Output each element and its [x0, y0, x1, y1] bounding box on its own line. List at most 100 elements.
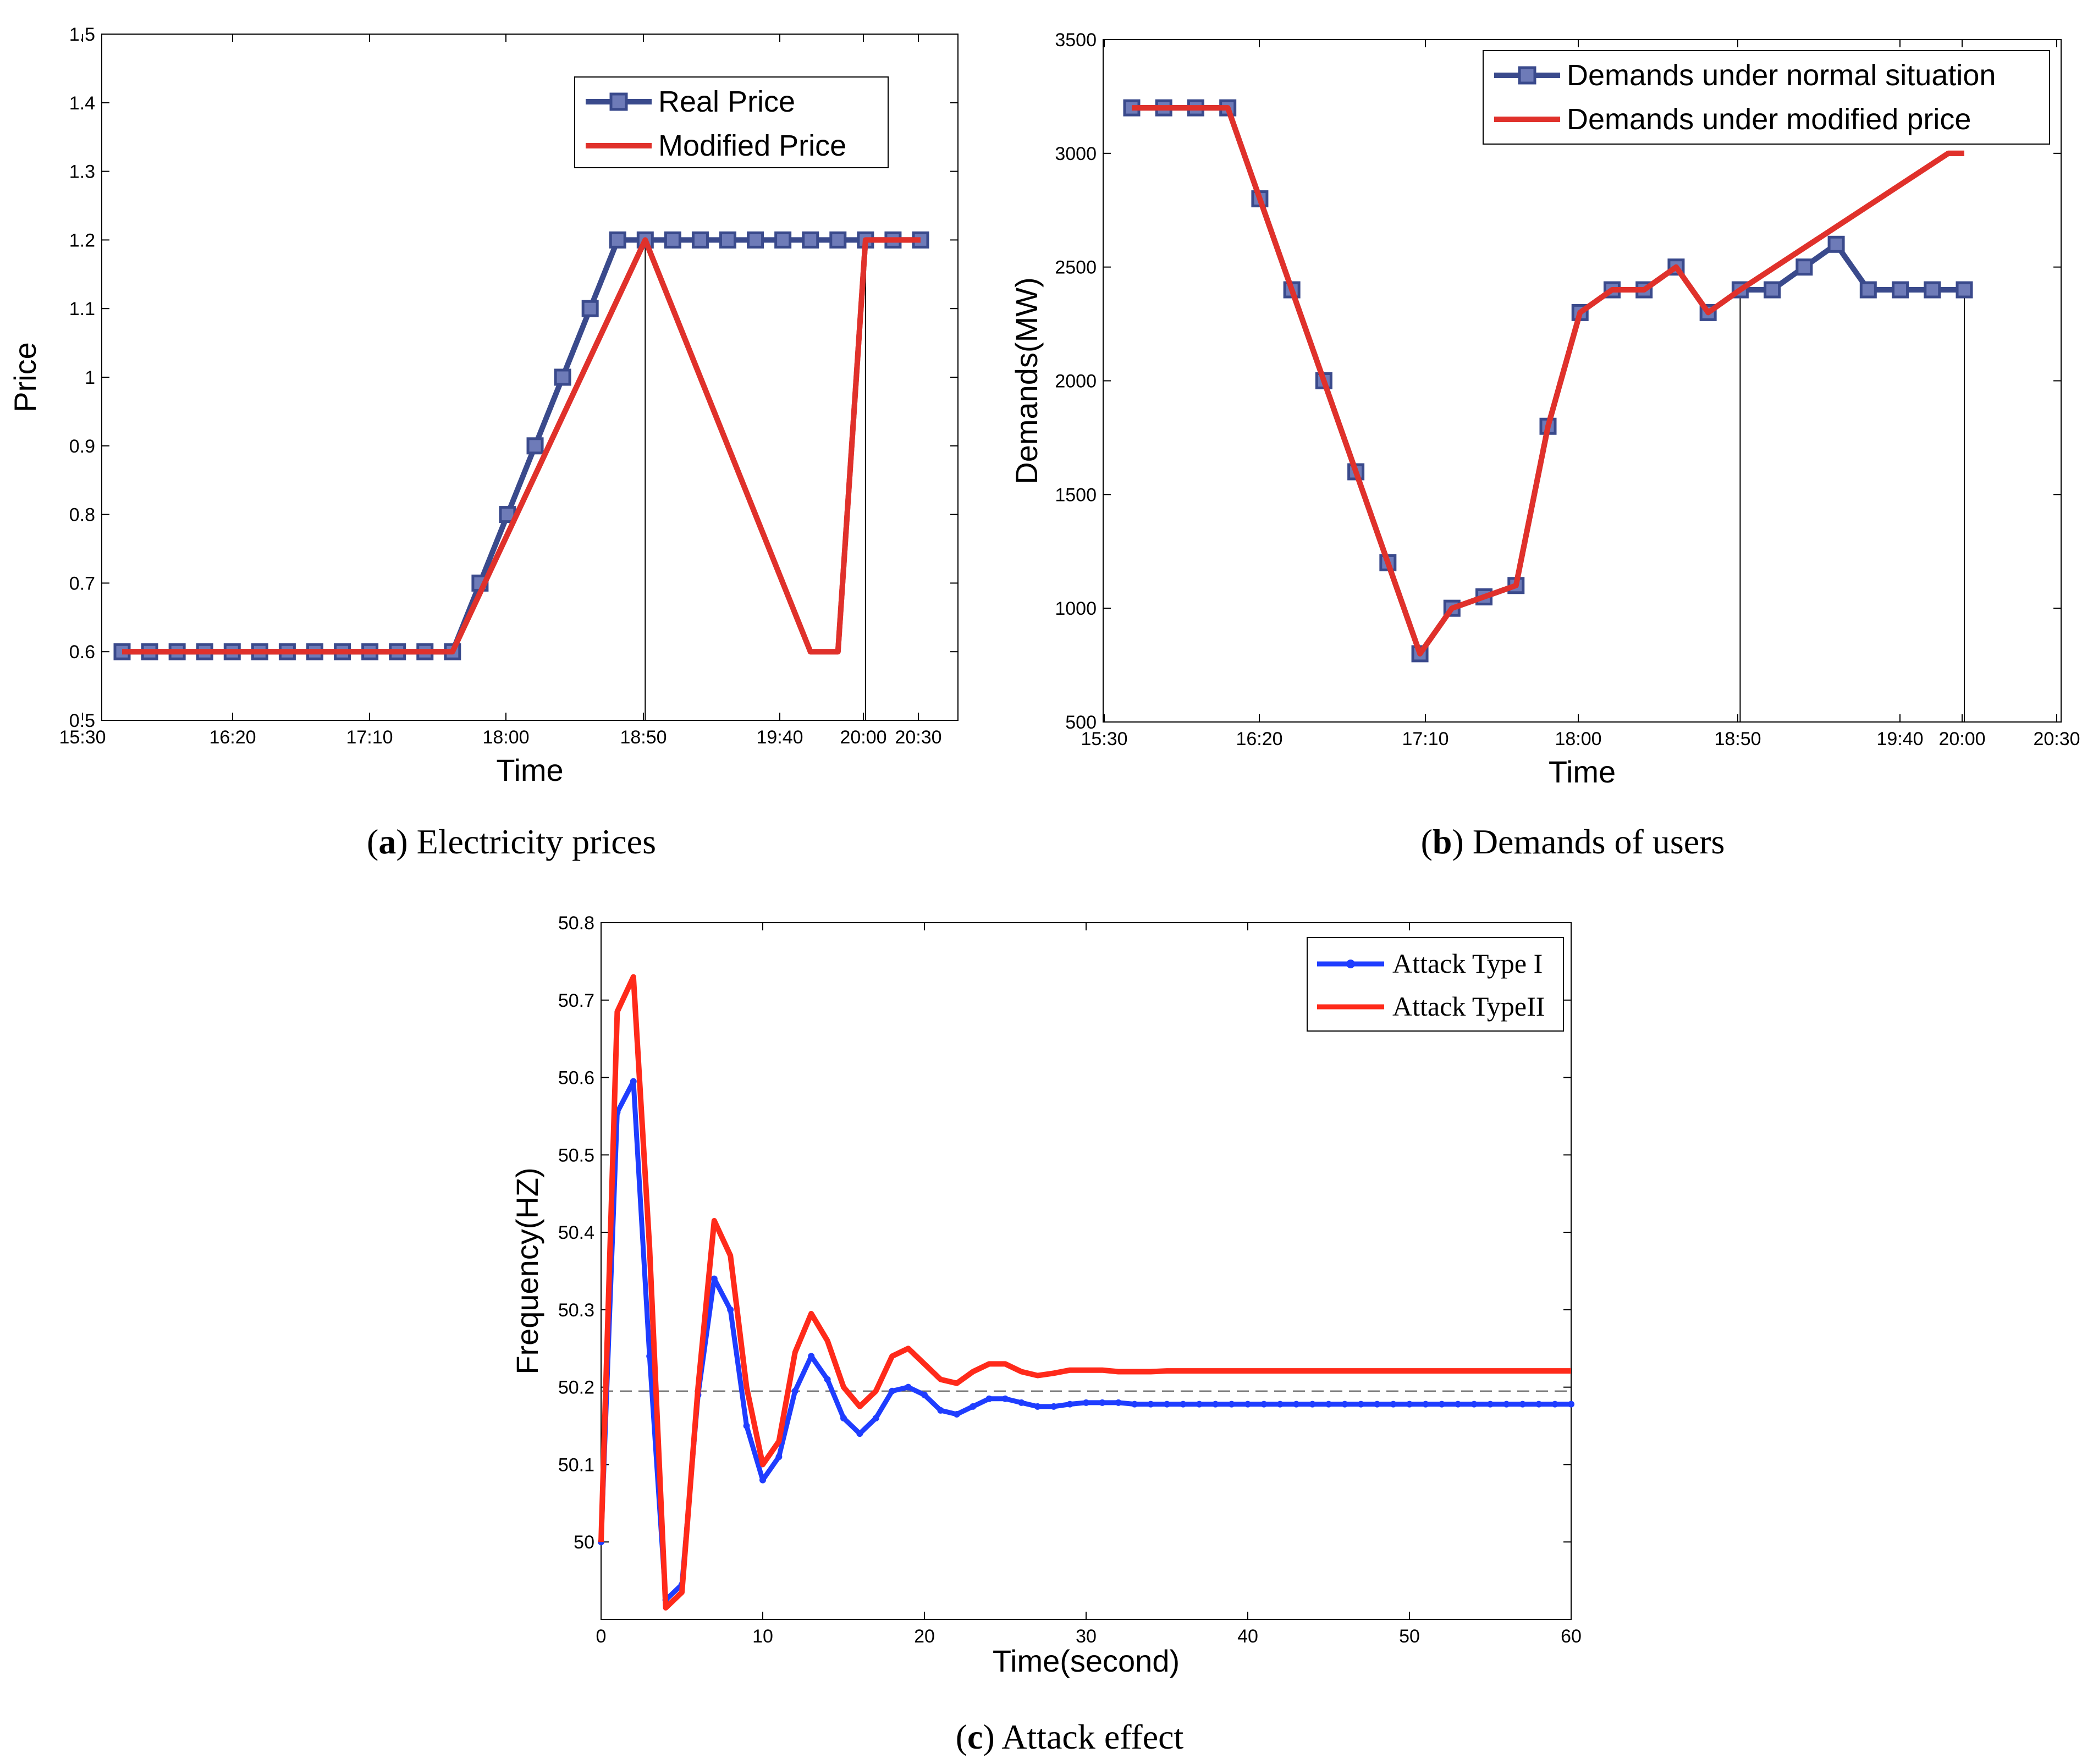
y-tick-label: 1.2: [69, 230, 95, 251]
data-point-dot: [1066, 1401, 1073, 1408]
data-point-dot: [775, 1453, 783, 1460]
x-tick-label: 16:20: [209, 727, 256, 748]
y-tick-label: 50.6: [558, 1068, 594, 1089]
y-tick-label: 2500: [1055, 257, 1097, 278]
x-tick-label: 18:50: [620, 727, 667, 748]
data-point-dot: [646, 1353, 653, 1360]
legend-label: Attack TypeII: [1392, 991, 1545, 1022]
legend-label: Demands under modified price: [1567, 103, 1971, 136]
data-point-dot: [1131, 1401, 1138, 1408]
data-point-dot: [727, 1306, 734, 1313]
data-point-dot: [1018, 1399, 1025, 1406]
data-point-dot: [1164, 1401, 1170, 1408]
data-point-dot: [1115, 1399, 1122, 1406]
x-tick-label: 15:30: [1081, 729, 1127, 749]
data-point-dot: [1406, 1401, 1413, 1408]
caption-letter: a: [378, 822, 396, 861]
legend-label: Modified Price: [658, 129, 846, 162]
y-tick-label: 50.3: [558, 1300, 594, 1321]
data-point-dot: [856, 1430, 863, 1437]
x-tick-label: 18:00: [482, 727, 529, 748]
y-tick-label: 1.4: [69, 93, 95, 114]
y-tick-label: 3500: [1055, 30, 1097, 51]
data-point-dot: [791, 1387, 798, 1394]
x-tick-label: 40: [1237, 1626, 1258, 1647]
data-point-square: [526, 437, 544, 455]
x-axis-label: Time: [496, 753, 563, 787]
y-tick-label: 1500: [1055, 484, 1097, 505]
legend-box: [574, 76, 889, 168]
x-tick-label: 17:10: [346, 727, 393, 748]
legend-marker: [1518, 66, 1536, 85]
chart-electricity-prices: 0.50.60.70.80.911.11.21.31.41.515:30 16:2…: [8, 24, 959, 787]
series-line-top: [1132, 105, 1964, 657]
data-point-dot: [1374, 1401, 1381, 1408]
data-point-dot: [808, 1353, 815, 1360]
data-point-dot: [1228, 1401, 1235, 1408]
data-point-dot: [1260, 1401, 1268, 1408]
data-point-square: [829, 231, 847, 249]
data-point-dot: [759, 1476, 766, 1484]
x-tick-label: 0: [596, 1626, 607, 1647]
x-tick-label: 18:50: [1714, 729, 1761, 749]
data-point-dot: [1503, 1401, 1510, 1408]
data-point-dot: [953, 1410, 960, 1418]
data-point-square: [1892, 281, 1909, 299]
y-axis-label: Price: [8, 342, 42, 412]
x-axis-label: Time: [1549, 754, 1616, 789]
data-point-dot: [1276, 1401, 1284, 1408]
caption-paren: (: [956, 1717, 967, 1756]
data-point-dot: [1422, 1401, 1429, 1408]
x-tick-label: 20:30: [895, 727, 941, 748]
data-point-square: [581, 300, 599, 317]
y-tick-label: 50.4: [558, 1222, 594, 1243]
y-tick-label: 0.8: [69, 505, 95, 526]
y-tick-label: 50.5: [558, 1145, 594, 1166]
data-point-dot: [1180, 1401, 1187, 1408]
legend-label: Attack Type I: [1392, 948, 1543, 979]
data-point-dot: [1050, 1403, 1057, 1410]
data-point-square: [774, 231, 792, 249]
caption-paren: ): [983, 1717, 1001, 1756]
data-point-dot: [905, 1383, 912, 1391]
data-point-dot: [1455, 1401, 1462, 1408]
data-point-dot: [1551, 1401, 1558, 1408]
x-tick-label: 18:00: [1555, 729, 1601, 749]
data-point-dot: [1390, 1401, 1397, 1408]
data-point-square: [802, 231, 819, 249]
y-tick-label: 500: [1065, 712, 1097, 733]
data-point-dot: [1244, 1401, 1251, 1408]
data-point-dot: [1470, 1401, 1478, 1408]
y-tick-label: 0.9: [69, 436, 95, 457]
legend-box: [1483, 50, 2050, 145]
series-line-1: [122, 237, 921, 655]
data-point-square: [719, 231, 737, 249]
data-point-dot: [840, 1414, 847, 1421]
data-point-dot: [1519, 1401, 1526, 1408]
y-tick-label: 1.3: [69, 162, 95, 183]
data-point-dot: [1212, 1401, 1219, 1408]
caption-letter: c: [967, 1717, 983, 1756]
data-point-dot: [1147, 1401, 1154, 1408]
y-tick-label: 0.7: [69, 573, 95, 594]
caption-letter: b: [1433, 822, 1452, 861]
data-point-dot: [889, 1387, 896, 1394]
series-line-top: [122, 237, 921, 655]
y-tick-label: 0.6: [69, 642, 95, 663]
data-point-dot: [1568, 1401, 1574, 1408]
data-point-dot: [1002, 1395, 1009, 1402]
data-point-dot: [1196, 1401, 1203, 1408]
data-point-dot: [1438, 1401, 1445, 1408]
y-axis-label: Frequency(HZ): [510, 1167, 544, 1375]
x-tick-label: 19:40: [1876, 729, 1923, 749]
data-point-dot: [872, 1414, 879, 1421]
figure-caption: (a) Electricity prices: [367, 822, 656, 861]
data-point-dot: [970, 1403, 977, 1410]
legend-marker: [1346, 960, 1355, 968]
data-point-square: [691, 231, 709, 249]
chart-demands-of-users: 500 1000 1500 2000 2500 3000 3500 15:30 16:20 17:…: [1009, 30, 2080, 789]
data-point-square: [747, 231, 764, 249]
data-point-dot: [1293, 1401, 1300, 1408]
data-point-dot: [1309, 1401, 1316, 1408]
